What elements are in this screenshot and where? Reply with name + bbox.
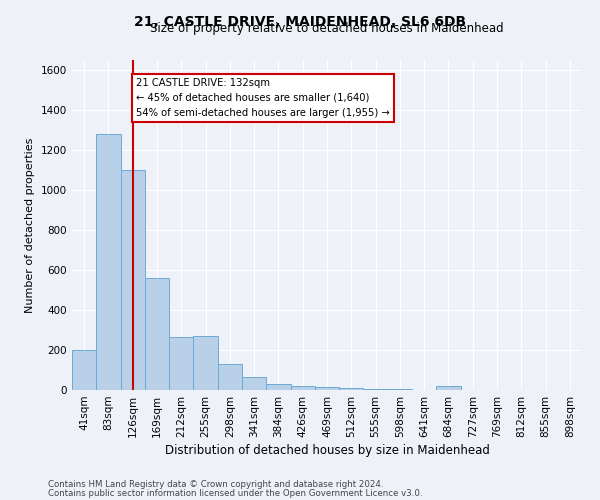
Bar [315,388,339,390]
Bar [72,350,96,390]
Title: Size of property relative to detached houses in Maidenhead: Size of property relative to detached ho… [150,22,504,35]
Bar [388,389,412,390]
X-axis label: Distribution of detached houses by size in Maidenhead: Distribution of detached houses by size … [164,444,490,457]
Text: 21 CASTLE DRIVE: 132sqm
← 45% of detached houses are smaller (1,640)
54% of semi: 21 CASTLE DRIVE: 132sqm ← 45% of detache… [136,78,390,118]
Bar [436,386,461,390]
Bar [218,364,242,390]
Bar [290,386,315,390]
Bar [96,134,121,390]
Text: Contains public sector information licensed under the Open Government Licence v3: Contains public sector information licen… [48,489,422,498]
Bar [364,389,388,390]
Bar [193,336,218,390]
Bar [339,388,364,390]
Bar [242,377,266,390]
Bar [266,384,290,390]
Text: Contains HM Land Registry data © Crown copyright and database right 2024.: Contains HM Land Registry data © Crown c… [48,480,383,489]
Bar [121,170,145,390]
Y-axis label: Number of detached properties: Number of detached properties [25,138,35,312]
Bar [145,278,169,390]
Bar [169,337,193,390]
Text: 21, CASTLE DRIVE, MAIDENHEAD, SL6 6DB: 21, CASTLE DRIVE, MAIDENHEAD, SL6 6DB [134,15,466,29]
